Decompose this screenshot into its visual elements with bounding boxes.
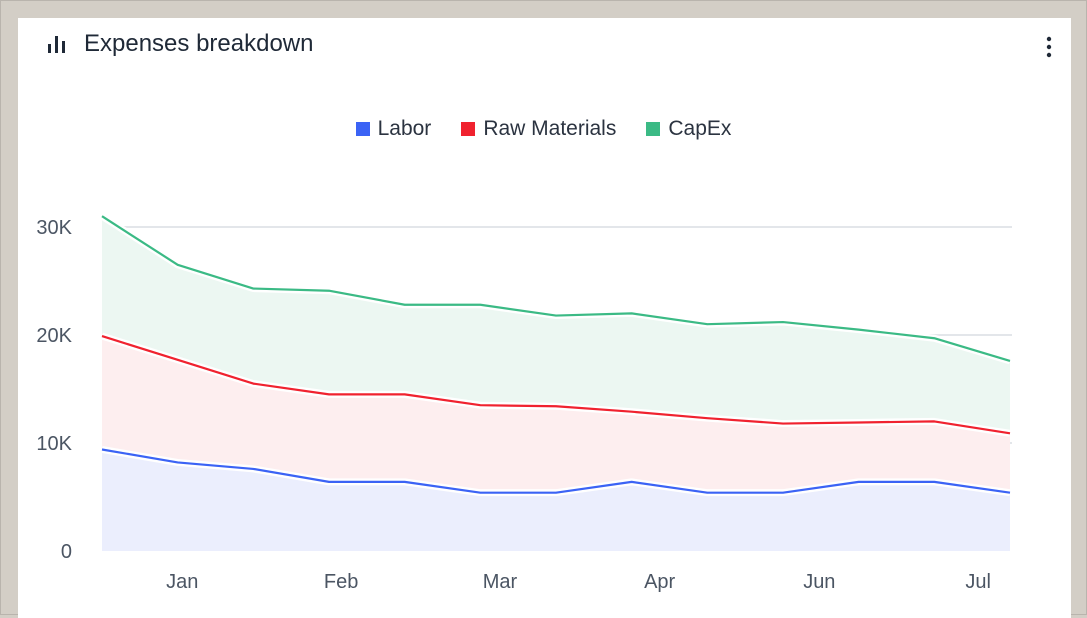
bar-chart-icon [48,36,65,53]
x-tick-label: Mar [483,571,518,593]
chart-legend: Labor Raw Materials CapEx [0,117,1087,141]
legend-swatch-capex [646,122,661,136]
legend-label: Raw Materials [483,117,617,140]
x-tick-label: Feb [324,571,358,593]
legend-item-capex[interactable]: CapEx [646,117,731,141]
area-labor [102,449,1010,551]
more-vertical-icon[interactable] [1043,34,1055,60]
legend-label: CapEx [668,117,732,140]
area-capex [102,216,1010,434]
card-header: Expenses breakdown [46,30,313,58]
y-tick-label: 30K [36,217,72,239]
card-title: Expenses breakdown [84,30,314,57]
series-line-labor [101,448,1011,494]
legend-swatch-labor [355,122,370,136]
legend-item-raw-materials[interactable]: Raw Materials [461,117,616,141]
y-tick-label: 20K [36,325,72,347]
area-raw-materials [102,336,1010,493]
y-tick-label: 10K [36,433,72,455]
legend-item-labor[interactable]: Labor [355,117,432,141]
legend-label: Labor [377,117,432,140]
x-tick-label: Apr [644,571,675,593]
y-tick-label: 0 [61,541,72,563]
legend-swatch-raw-materials [461,122,476,136]
series-line-capex [101,215,1011,362]
series-line-raw-materials [101,335,1011,435]
x-tick-label: Jul [965,571,991,593]
x-tick-label: Jan [166,571,198,593]
x-tick-label: Jun [803,571,835,593]
